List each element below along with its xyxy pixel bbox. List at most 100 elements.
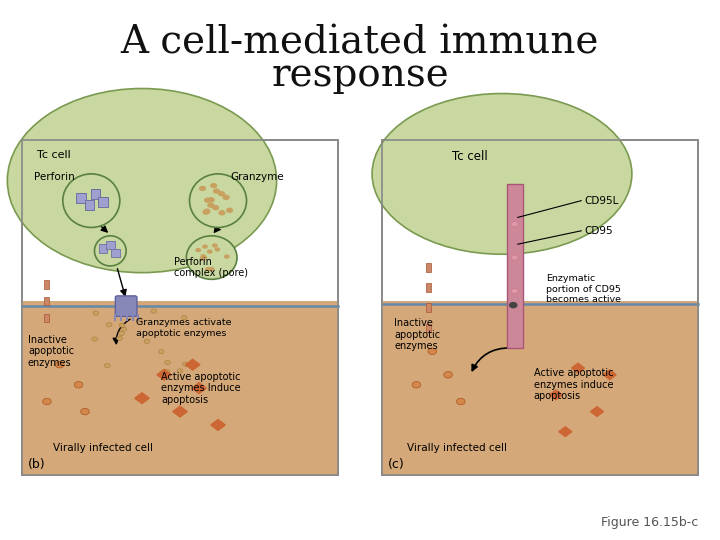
- Circle shape: [218, 191, 225, 197]
- Circle shape: [202, 245, 208, 249]
- Polygon shape: [590, 407, 603, 416]
- Circle shape: [119, 323, 125, 327]
- Bar: [426, 303, 431, 312]
- Circle shape: [224, 254, 230, 259]
- Polygon shape: [549, 390, 562, 400]
- Circle shape: [222, 194, 230, 200]
- Circle shape: [444, 372, 452, 378]
- Polygon shape: [157, 369, 171, 380]
- Text: Granzyme: Granzyme: [230, 172, 284, 182]
- Text: Granzymes activate
apoptotic enzymes: Granzymes activate apoptotic enzymes: [135, 318, 231, 338]
- Polygon shape: [186, 359, 200, 370]
- Bar: [426, 264, 431, 272]
- Text: A cell-mediated immune: A cell-mediated immune: [121, 24, 599, 62]
- Ellipse shape: [372, 93, 632, 254]
- Text: Inactive
apoptotic
enzymes: Inactive apoptotic enzymes: [395, 318, 441, 351]
- Bar: [44, 297, 49, 306]
- Circle shape: [195, 248, 201, 252]
- Circle shape: [202, 255, 207, 260]
- Polygon shape: [572, 363, 585, 373]
- Circle shape: [107, 322, 112, 327]
- FancyBboxPatch shape: [22, 301, 338, 475]
- Polygon shape: [211, 420, 225, 430]
- Ellipse shape: [7, 89, 276, 273]
- Circle shape: [117, 336, 122, 340]
- Text: response: response: [271, 57, 449, 94]
- Circle shape: [144, 339, 150, 343]
- Bar: [76, 193, 86, 203]
- Circle shape: [123, 307, 129, 312]
- Text: Figure 16.15b-c: Figure 16.15b-c: [601, 516, 698, 529]
- Ellipse shape: [63, 174, 120, 227]
- Circle shape: [456, 399, 465, 405]
- Circle shape: [93, 311, 99, 315]
- Circle shape: [205, 267, 211, 272]
- Text: Perforin
complex (pore): Perforin complex (pore): [174, 257, 248, 279]
- Circle shape: [203, 208, 210, 214]
- Circle shape: [213, 188, 220, 194]
- Ellipse shape: [189, 174, 246, 227]
- Bar: [426, 284, 431, 292]
- Polygon shape: [559, 427, 572, 436]
- Circle shape: [158, 349, 164, 354]
- FancyBboxPatch shape: [22, 140, 338, 475]
- Circle shape: [209, 267, 215, 271]
- Text: Inactive
apoptotic
enzymes: Inactive apoptotic enzymes: [28, 335, 74, 368]
- Circle shape: [136, 318, 142, 322]
- Circle shape: [511, 221, 518, 227]
- FancyBboxPatch shape: [382, 140, 698, 475]
- Bar: [508, 184, 523, 348]
- Bar: [111, 249, 120, 258]
- Text: Active apoptotic
enzymes induce
apoptosis: Active apoptotic enzymes induce apoptosi…: [534, 368, 613, 401]
- Circle shape: [199, 186, 206, 191]
- Circle shape: [202, 210, 210, 215]
- Text: Tc cell: Tc cell: [37, 151, 71, 160]
- Text: (b): (b): [28, 458, 45, 471]
- Circle shape: [207, 249, 212, 254]
- Circle shape: [55, 361, 64, 368]
- Circle shape: [199, 256, 205, 261]
- Circle shape: [181, 315, 187, 320]
- Circle shape: [81, 408, 89, 415]
- Circle shape: [215, 247, 220, 252]
- Text: (c): (c): [388, 458, 405, 471]
- Circle shape: [212, 244, 217, 248]
- Text: Active apoptotic
enzymes Induce
apoptosis: Active apoptotic enzymes Induce apoptosi…: [161, 372, 240, 405]
- Circle shape: [509, 302, 518, 308]
- Ellipse shape: [186, 236, 237, 279]
- Circle shape: [212, 205, 220, 211]
- Polygon shape: [603, 370, 616, 380]
- Circle shape: [511, 288, 518, 294]
- FancyBboxPatch shape: [382, 301, 698, 475]
- Circle shape: [121, 327, 127, 332]
- Bar: [99, 198, 108, 207]
- Circle shape: [177, 369, 183, 373]
- Circle shape: [428, 348, 436, 355]
- Circle shape: [218, 210, 225, 215]
- Circle shape: [119, 332, 125, 336]
- Bar: [91, 190, 100, 199]
- Circle shape: [42, 399, 51, 405]
- Polygon shape: [173, 406, 187, 417]
- Circle shape: [74, 382, 83, 388]
- Text: CD95: CD95: [585, 226, 613, 236]
- Circle shape: [511, 255, 518, 260]
- Polygon shape: [192, 383, 206, 394]
- Circle shape: [207, 202, 215, 208]
- Text: Virally infected cell: Virally infected cell: [53, 443, 153, 454]
- Circle shape: [164, 369, 170, 374]
- Circle shape: [226, 207, 233, 213]
- Circle shape: [204, 198, 211, 203]
- Ellipse shape: [94, 236, 126, 266]
- Circle shape: [200, 254, 206, 259]
- Text: Tc cell: Tc cell: [452, 151, 488, 164]
- Bar: [426, 323, 431, 332]
- Circle shape: [412, 382, 420, 388]
- Text: Virally infected cell: Virally infected cell: [407, 443, 507, 454]
- Circle shape: [183, 362, 189, 366]
- Text: Perforin: Perforin: [35, 172, 75, 182]
- Circle shape: [151, 309, 157, 313]
- Bar: [44, 314, 49, 322]
- Polygon shape: [135, 393, 149, 403]
- Circle shape: [210, 183, 217, 188]
